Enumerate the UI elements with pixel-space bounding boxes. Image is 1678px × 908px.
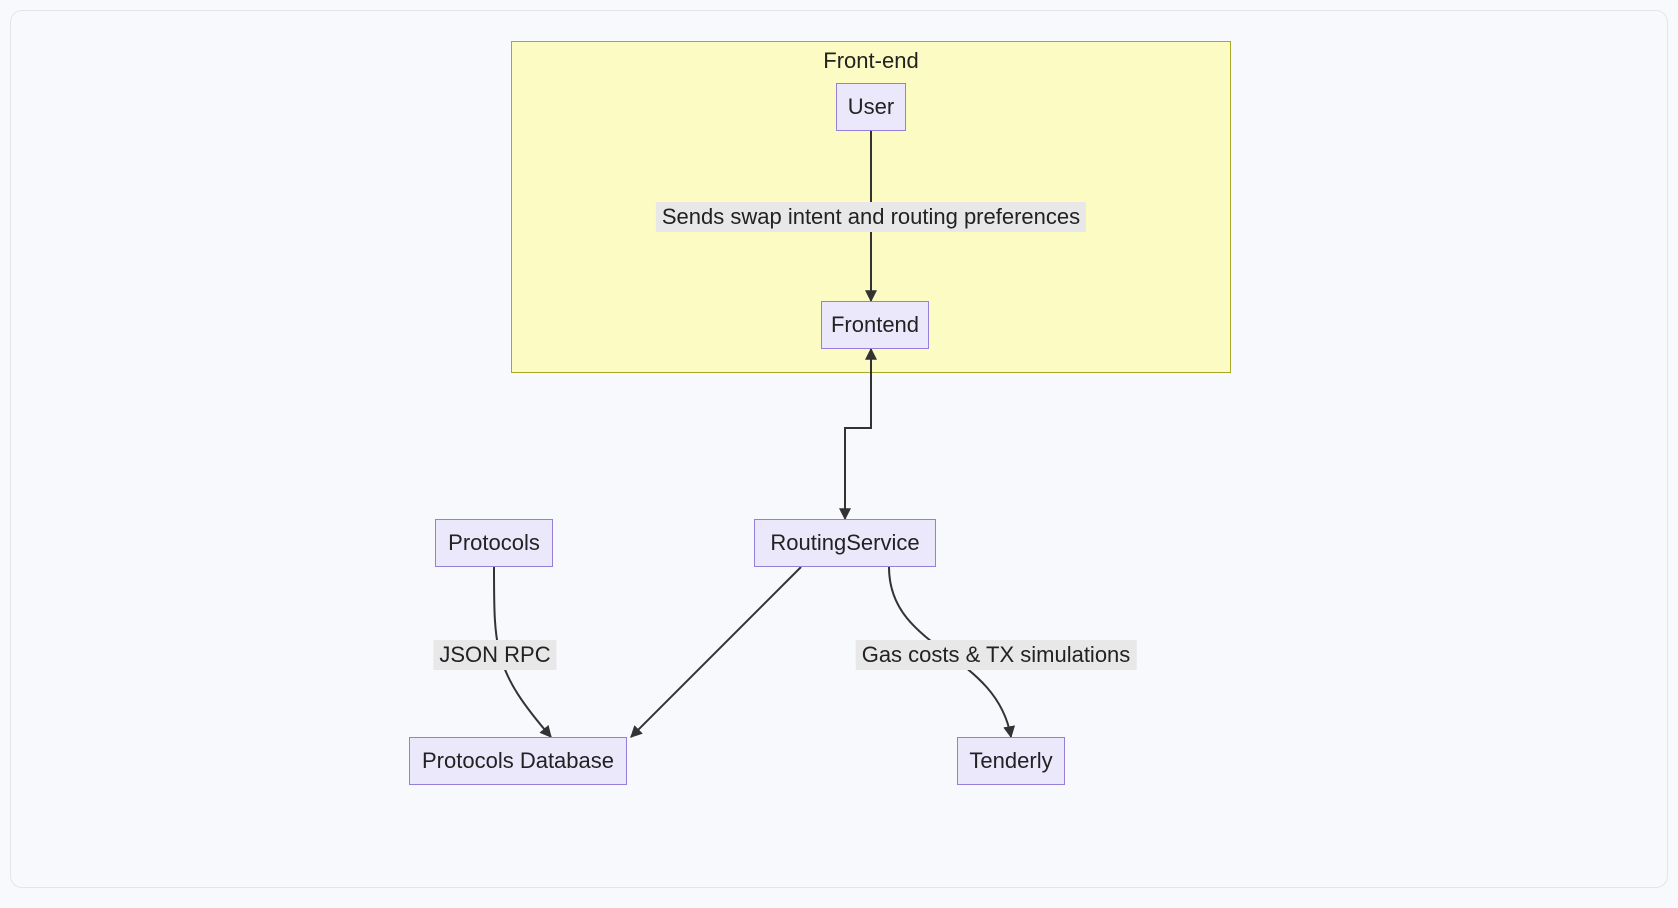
diagram-canvas: Front-end User Frontend RoutingService P… <box>10 10 1668 888</box>
edge-label-user-frontend: Sends swap intent and routing preference… <box>656 202 1086 232</box>
node-routingservice: RoutingService <box>754 519 936 567</box>
node-tenderly: Tenderly <box>957 737 1065 785</box>
node-label: Frontend <box>831 312 919 338</box>
node-label: Tenderly <box>969 748 1052 774</box>
edge-label-gas-costs: Gas costs & TX simulations <box>856 640 1137 670</box>
edge-routing-pdb <box>631 567 801 737</box>
node-protocols: Protocols <box>435 519 553 567</box>
edge-frontend-routing <box>845 349 871 519</box>
edges-layer <box>11 11 1667 887</box>
node-label: Protocols <box>448 530 540 556</box>
edge-label-json-rpc: JSON RPC <box>433 640 556 670</box>
node-label: Protocols Database <box>422 748 614 774</box>
node-user: User <box>836 83 906 131</box>
node-frontend: Frontend <box>821 301 929 349</box>
node-protocols-database: Protocols Database <box>409 737 627 785</box>
node-label: RoutingService <box>770 530 919 556</box>
node-label: User <box>848 94 894 120</box>
